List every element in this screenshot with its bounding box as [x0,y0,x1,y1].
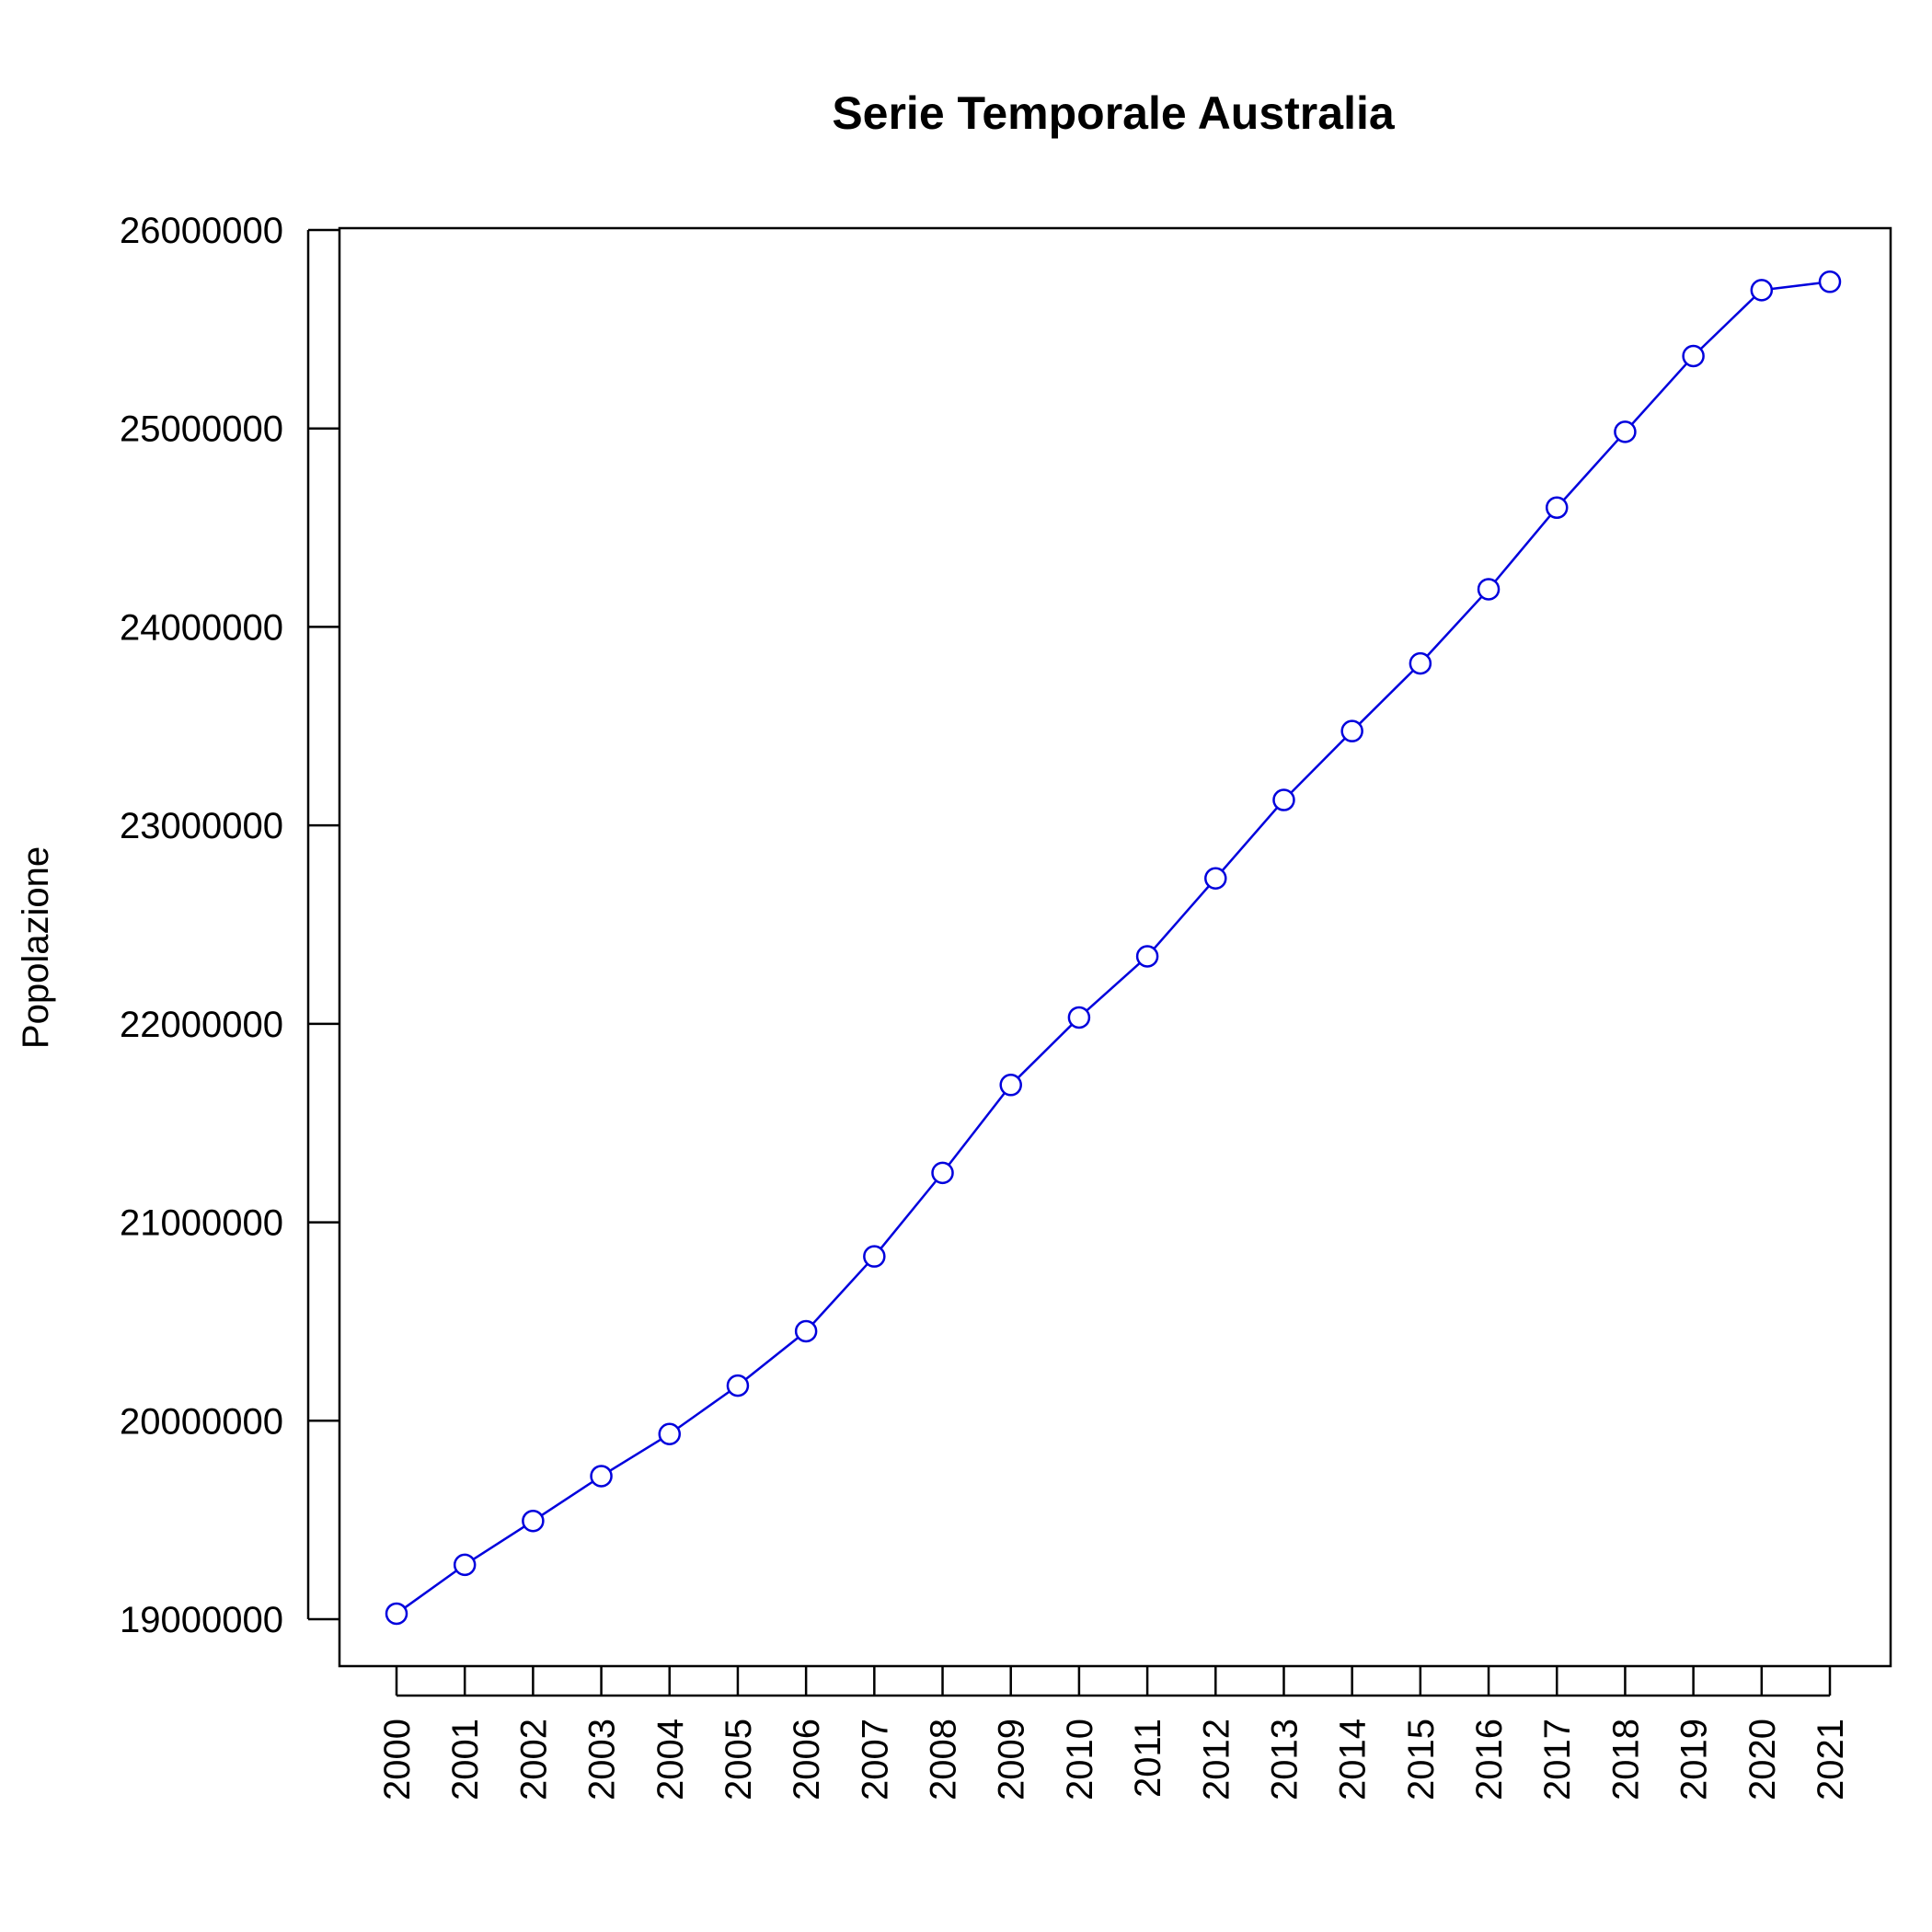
data-point [1682,344,1705,368]
data-point [1204,867,1227,890]
y-tick-label: 21000000 [120,1203,283,1244]
x-tick-label: 2015 [1401,1719,1442,1800]
x-tick-label: 2000 [377,1719,418,1800]
series-line-segment [880,1179,937,1249]
data-point [794,1319,818,1343]
data-point [658,1422,682,1445]
x-tick-label: 2019 [1674,1719,1715,1800]
series-line-segment [677,1390,730,1430]
series-line-segment [540,1480,594,1517]
data-point [1067,1006,1091,1029]
data-point [726,1374,750,1397]
chart-title: Serie Temporale Australia [832,87,1396,139]
data-point [863,1245,886,1268]
data-point [453,1553,477,1577]
data-point [1614,420,1637,443]
plot-frame [338,226,1892,1668]
x-tick-label: 2006 [787,1719,827,1800]
x-tick-label: 2017 [1537,1719,1578,1800]
series-line-segment [1771,282,1821,291]
x-tick-label: 2004 [650,1719,691,1800]
y-axis-title: Popolazione [16,846,56,1049]
data-point [1272,788,1295,811]
data-point [1135,945,1159,968]
series-line-segment [811,1262,868,1325]
y-tick-label: 20000000 [120,1401,283,1442]
data-point [931,1161,954,1185]
y-tick-label: 26000000 [120,211,283,251]
data-point [1818,270,1842,293]
x-tick-label: 2005 [719,1719,759,1800]
x-tick-label: 2016 [1469,1719,1510,1800]
x-tick-label: 2012 [1196,1719,1236,1800]
x-tick-label: 2007 [855,1719,895,1800]
y-tick-label: 23000000 [120,806,283,846]
x-tick-label: 2014 [1333,1719,1374,1800]
series-line-segment [472,1525,525,1560]
x-tick-label: 2009 [992,1719,1032,1800]
x-tick-label: 2001 [445,1719,486,1800]
x-tick-label: 2021 [1811,1719,1851,1800]
series-line-segment [1426,595,1483,657]
data-point [522,1509,545,1533]
data-point [385,1602,408,1626]
series-line-segment [1221,807,1279,872]
series-line-segment [744,1336,799,1381]
series-line-segment [948,1092,1006,1166]
series-line-segment [609,1438,662,1472]
x-axis: 2000 2001 2002 2003 2004 2005 2006 2007 2008 2009… [377,1666,1851,1800]
series-line-segment [1358,669,1414,725]
y-tick-label: 25000000 [120,409,283,450]
series-line-segment [1153,885,1210,950]
series-line-segment [1562,438,1619,501]
x-tick-label: 2013 [1264,1719,1305,1800]
x-tick-label: 2010 [1060,1719,1100,1800]
x-tick-label: 2018 [1605,1719,1646,1800]
series-line-segment [1699,296,1755,351]
y-tick-label: 19000000 [120,1600,283,1640]
data-point [1477,578,1501,601]
data-point [1750,279,1774,302]
x-tick-label: 2020 [1742,1719,1783,1800]
data-point [999,1074,1022,1097]
series-line-segment [1017,1023,1073,1079]
data-point [1340,719,1363,742]
y-tick-label: 24000000 [120,607,283,648]
x-tick-label: 2002 [513,1719,554,1800]
series-line-segment [1494,514,1552,582]
x-tick-label: 2008 [924,1719,964,1800]
x-tick-label: 2003 [582,1719,623,1800]
series-line-segment [1630,362,1688,426]
series-layer [385,270,1842,1626]
series-line-segment [1290,737,1346,794]
y-axis: 19000000 20000000 21000000 22000000 23000000… [120,211,339,1640]
y-tick-label: 22000000 [120,1005,283,1045]
series-line-segment [404,1570,457,1609]
series-line-segment [1086,961,1141,1012]
data-point [590,1465,613,1488]
data-point [1545,496,1569,520]
x-tick-label: 2011 [1128,1719,1168,1798]
data-point [1409,651,1432,675]
